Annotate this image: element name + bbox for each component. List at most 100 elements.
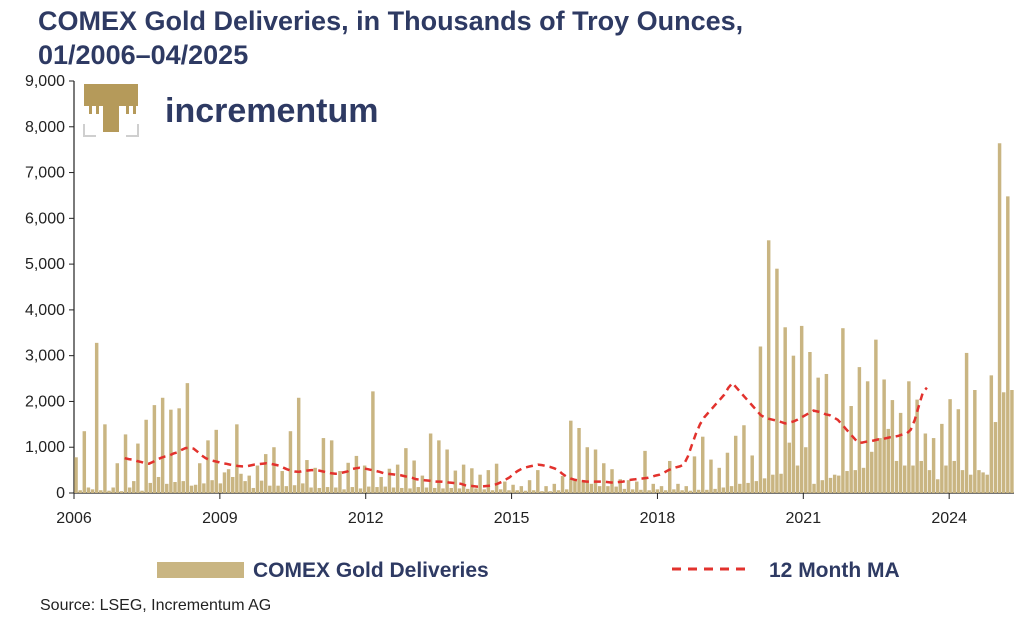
delivery-bar [931, 438, 936, 493]
delivery-bar [1010, 390, 1014, 493]
delivery-bar [140, 490, 144, 493]
delivery-bar [86, 487, 91, 493]
delivery-bar [235, 424, 239, 493]
delivery-bar [668, 460, 672, 493]
delivery-bar [717, 467, 721, 493]
delivery-bar [618, 479, 622, 493]
delivery-bar [804, 447, 808, 493]
delivery-bar [515, 490, 519, 493]
delivery-bar [449, 487, 453, 493]
delivery-bar [754, 481, 759, 493]
delivery-bar [762, 478, 767, 493]
delivery-bar [828, 477, 833, 493]
delivery-bar [845, 471, 849, 493]
delivery-bar [358, 488, 363, 493]
delivery-bar [569, 420, 573, 493]
delivery-bar [284, 486, 289, 493]
delivery-bar [202, 483, 206, 493]
delivery-bar [519, 486, 524, 493]
delivery-bar [729, 486, 734, 493]
delivery-bar [861, 467, 866, 493]
delivery-bar [968, 474, 973, 493]
delivery-bar [820, 480, 825, 493]
delivery-bar [832, 474, 837, 493]
delivery-bar [367, 486, 371, 493]
chart-title-line: COMEX Gold Deliveries, in Thousands of T… [38, 6, 744, 36]
delivery-bar [705, 489, 709, 493]
delivery-bar [387, 468, 392, 493]
y-tick-label: 1,000 [25, 439, 65, 456]
delivery-bar [960, 470, 965, 493]
delivery-bar [610, 469, 614, 493]
delivery-bar [490, 490, 495, 493]
delivery-bar [663, 490, 668, 493]
delivery-bar [428, 433, 433, 493]
delivery-bar [247, 475, 251, 493]
delivery-bar [635, 481, 639, 493]
delivery-bar [466, 488, 470, 493]
delivery-bar [313, 467, 317, 493]
delivery-bar [643, 450, 647, 493]
delivery-bar [602, 463, 606, 493]
delivery-bar [787, 442, 792, 493]
delivery-bar [127, 487, 132, 493]
delivery-bar [903, 465, 907, 493]
delivery-bar [198, 463, 202, 493]
delivery-bar [280, 471, 284, 493]
delivery-bar [936, 479, 940, 493]
delivery-bar [189, 485, 194, 493]
delivery-bar [531, 490, 536, 493]
delivery-bar [597, 486, 602, 493]
delivery-bar [721, 487, 726, 493]
delivery-bar [107, 490, 111, 493]
delivery-bar [453, 470, 458, 493]
delivery-bar [255, 465, 260, 493]
delivery-bar [964, 352, 969, 493]
delivery-bar [132, 481, 136, 493]
delivery-bar [808, 352, 812, 493]
delivery-bar [103, 424, 107, 493]
delivery-bar [725, 452, 730, 493]
delivery-bar [441, 488, 445, 493]
delivery-bar [709, 459, 713, 493]
x-tick-label: 2006 [56, 510, 92, 527]
delivery-bar [742, 425, 746, 493]
delivery-bar [853, 470, 857, 493]
delivery-bar [857, 367, 862, 493]
delivery-bar [383, 486, 387, 493]
delivery-bar [74, 457, 78, 493]
delivery-bar [870, 451, 874, 493]
delivery-bar [659, 486, 664, 493]
delivery-bar [758, 346, 763, 493]
x-tick-label: 2012 [348, 510, 384, 527]
delivery-bar [123, 434, 128, 493]
delivery-bar [956, 409, 961, 493]
delivery-bar [865, 381, 870, 493]
delivery-bar [470, 468, 474, 493]
delivery-bar [837, 475, 841, 493]
delivery-bar [379, 476, 383, 493]
delivery-bar [251, 487, 256, 493]
delivery-bar [115, 463, 120, 493]
delivery-bar [993, 422, 998, 493]
delivery-bar [404, 448, 408, 493]
y-tick-label: 5,000 [25, 256, 65, 273]
logo-text: incrementum [165, 92, 379, 130]
delivery-bar [783, 327, 787, 493]
delivery-bar [680, 490, 684, 493]
delivery-bar [564, 489, 569, 493]
source-note: Source: LSEG, Incrementum AG [40, 597, 272, 614]
delivery-bar [1006, 196, 1010, 494]
delivery-bar [548, 491, 552, 493]
x-tick-label: 2018 [640, 510, 676, 527]
delivery-bar [329, 440, 334, 493]
delivery-bar [651, 483, 655, 493]
delivery-bar [259, 480, 264, 493]
delivery-bar [276, 485, 280, 493]
delivery-bar [94, 342, 99, 493]
delivery-bar [552, 483, 557, 493]
delivery-bar [412, 460, 416, 493]
delivery-bar [494, 463, 499, 493]
delivery-bar [948, 399, 952, 493]
x-axis: 2006 2009 2012 2015 2018 2021 2024 [56, 492, 1014, 527]
